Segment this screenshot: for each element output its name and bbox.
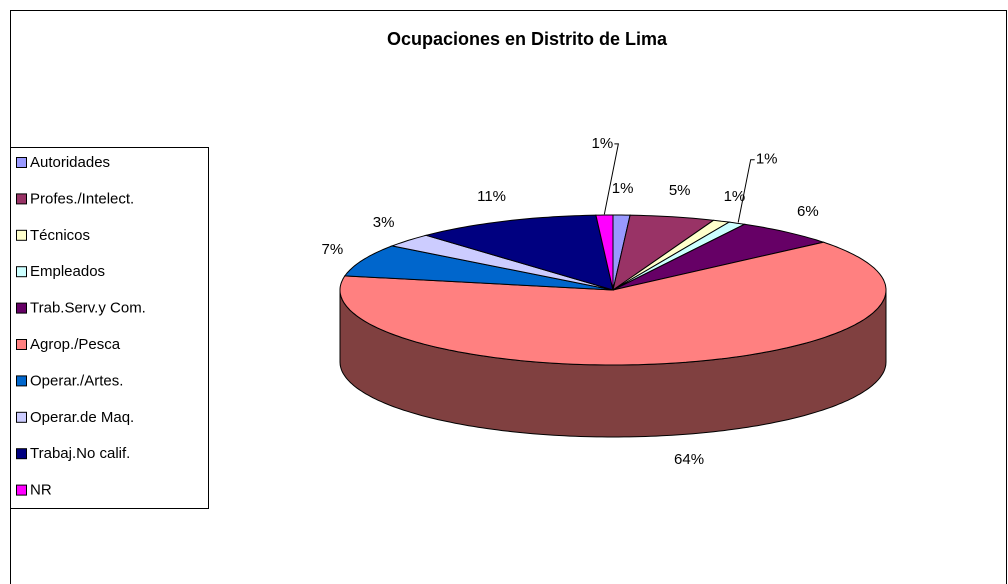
legend-label: Autoridades [30,154,110,171]
legend-label: Trabaj.No calif. [30,445,130,462]
legend-swatch [16,157,27,168]
legend-label: Profes./Intelect. [30,190,134,207]
data-label: 1% [756,151,778,168]
slice [343,245,614,291]
legend-label: NR [30,482,52,499]
data-label: 1% [612,180,634,197]
leader-line [737,159,755,223]
leader-line [603,143,619,215]
data-label: 7% [322,241,344,258]
slice [390,234,614,291]
legend-label: Operar./Artes. [30,372,123,389]
slice [612,214,715,292]
legend-label: Trab.Serv.y Com. [30,300,146,317]
legend-swatch [16,411,27,423]
data-label: 1% [724,188,746,205]
legend-swatch [16,484,27,496]
data-label: 6% [797,203,819,220]
legend-swatch [16,448,27,460]
legend-box [10,147,209,509]
legend-label: Técnicos [30,227,90,244]
slice [339,241,887,366]
legend-swatch [16,339,27,350]
slice [595,214,614,291]
legend-swatch [16,302,27,314]
legend-swatch [16,266,27,278]
data-label: 3% [373,214,395,231]
legend-label: Empleados [30,263,105,280]
data-label: 5% [669,182,691,199]
data-label: 1% [592,135,614,152]
data-label: 64% [674,451,704,468]
chart-title: Ocupaciones en Distrito de Lima [387,29,668,49]
slice [612,223,826,291]
data-label: 11% [477,188,506,205]
legend-swatch [16,375,27,387]
slice [424,214,614,291]
legend-swatch [16,193,27,205]
legend-label: Operar.de Maq. [30,409,134,426]
legend-swatch [16,229,27,241]
legend-label: Agrop./Pesca [30,336,121,353]
